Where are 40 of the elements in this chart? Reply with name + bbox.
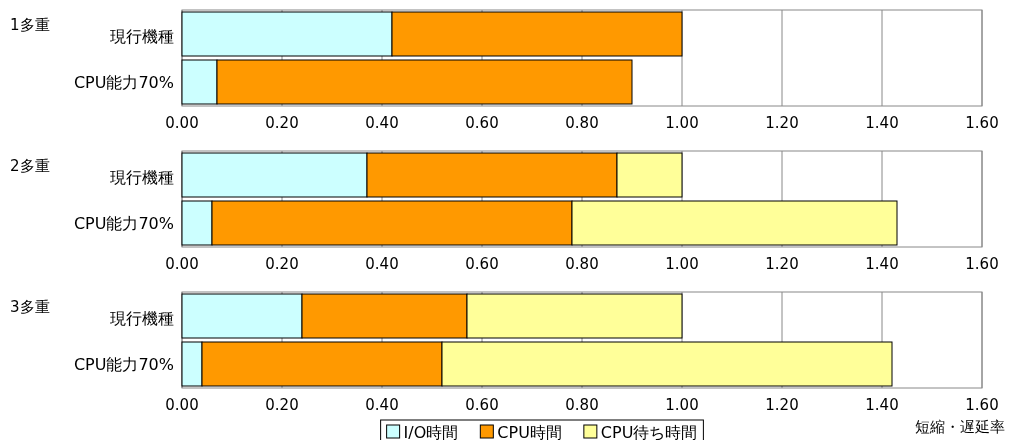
x-tick-label: 0.80 [565,114,599,132]
x-tick-label: 1.00 [665,114,699,132]
text: 3多重 [10,298,50,316]
x-tick-label: 0.60 [465,114,499,132]
y-tick-label: 現行機種 [110,309,174,328]
x-tick-label: 1.60 [965,396,999,414]
x-tick-label: 0.00 [165,114,199,132]
y-tick-label: CPU能力70% [73,73,174,92]
x-tick-label: 0.60 [465,396,499,414]
x-tick-label: 0.20 [265,255,299,273]
x-tick-label: 0.40 [365,396,399,414]
x-tick-label: 0.20 [265,114,299,132]
y-tick-label: 現行機種 [110,27,174,46]
x-tick-label: 1.00 [665,396,699,414]
x-tick-label: 0.40 [365,114,399,132]
x-tick-label: 1.40 [865,396,899,414]
x-tick-label: 1.00 [665,255,699,273]
x-axis-title: 短縮・遅延率 [915,418,1005,436]
x-tick-label: 1.20 [765,114,799,132]
x-tick-label: 1.60 [965,255,999,273]
x-tick-label: 0.80 [565,255,599,273]
x-tick-label: 0.80 [565,396,599,414]
x-tick-label: 0.60 [465,255,499,273]
text: 1多重 [10,16,50,34]
legend-label: CPU待ち時間 [600,423,698,440]
y-tick-label: CPU能力70% [73,214,174,233]
x-tick-label: 0.40 [365,255,399,273]
x-tick-label: 1.20 [765,396,799,414]
y-tick-label: CPU能力70% [73,355,174,374]
legend-label: CPU時間 [497,423,562,440]
y-tick-label: 現行機種 [110,168,174,187]
legend-label: I/O時間 [403,423,459,440]
x-tick-label: 0.00 [165,255,199,273]
text: 2多重 [10,157,50,175]
x-tick-label: 1.40 [865,114,899,132]
x-tick-label: 1.20 [765,255,799,273]
x-tick-label: 1.40 [865,255,899,273]
x-tick-label: 0.00 [165,396,199,414]
x-tick-label: 1.60 [965,114,999,132]
x-tick-label: 0.20 [265,396,299,414]
